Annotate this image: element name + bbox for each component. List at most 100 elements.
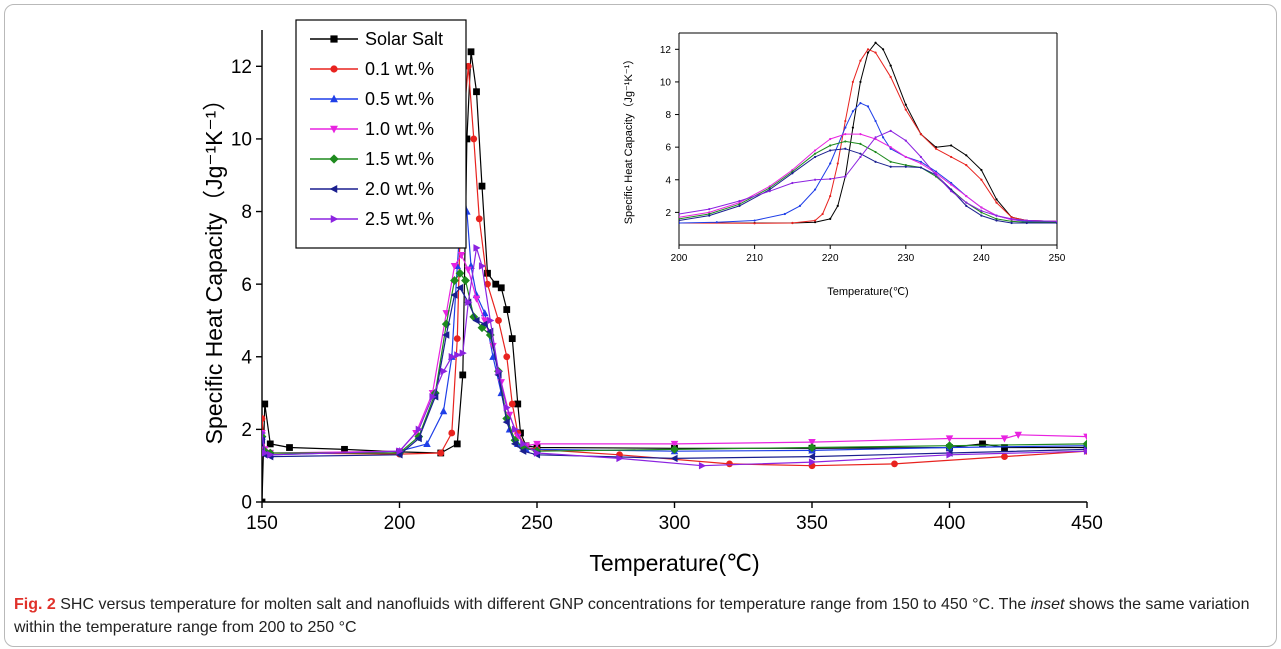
legend-label: 2.0 wt.%	[365, 179, 434, 199]
data-point	[679, 216, 681, 219]
data-point	[467, 48, 475, 56]
data-point	[503, 353, 511, 361]
data-point	[497, 284, 505, 292]
x-axis-title: Temperature(℃)	[827, 286, 908, 298]
data-point	[965, 163, 968, 167]
data-point	[738, 199, 741, 203]
data-point	[874, 41, 877, 44]
data-point	[267, 451, 275, 459]
data-point	[469, 312, 479, 322]
data-point	[1083, 447, 1087, 455]
data-point	[533, 440, 541, 448]
data-point	[904, 165, 907, 168]
data-point	[738, 203, 741, 206]
data-point	[807, 443, 817, 452]
data-point	[851, 80, 854, 84]
data-point	[889, 75, 892, 79]
data-point	[708, 212, 711, 216]
data-point	[791, 181, 794, 185]
data-point	[484, 280, 491, 288]
data-point	[980, 178, 983, 181]
data-point	[919, 155, 923, 159]
series-1-0-wt	[262, 252, 1087, 458]
legend-swatch-marker	[330, 35, 338, 43]
data-point	[874, 136, 877, 139]
series-line-2-5-wt	[679, 130, 1057, 222]
data-point	[859, 59, 862, 62]
data-point	[1025, 219, 1028, 222]
data-point	[453, 335, 461, 343]
data-point	[934, 173, 938, 176]
data-point	[514, 400, 522, 408]
series-line-2-0-wt	[262, 287, 1087, 459]
y-tick-label: 8	[665, 110, 671, 121]
data-point	[450, 276, 459, 285]
data-point	[753, 219, 756, 222]
series-1-5-wt	[679, 140, 1057, 224]
x-tick-label: 150	[246, 513, 278, 534]
data-point	[844, 126, 847, 129]
data-point	[448, 429, 456, 437]
data-point	[874, 160, 877, 163]
data-point	[472, 316, 480, 325]
data-point	[510, 440, 519, 448]
data-point	[470, 135, 478, 143]
legend-swatch-marker	[329, 185, 338, 193]
figure-label: Fig. 2	[14, 596, 56, 613]
data-point	[950, 181, 953, 185]
data-point	[533, 449, 542, 457]
data-point	[995, 219, 998, 222]
data-point	[995, 217, 998, 221]
data-point	[889, 160, 892, 163]
data-point	[450, 262, 459, 271]
data-point	[866, 48, 870, 51]
data-point	[919, 166, 923, 169]
data-point	[511, 425, 520, 434]
data-point	[341, 445, 348, 453]
legend-label: 0.1 wt.%	[365, 59, 434, 79]
y-tick-label: 12	[231, 57, 252, 78]
data-point	[484, 269, 491, 277]
y-axis-title: Specific Heat Capacity（Jg⁻¹K⁻¹）	[622, 54, 635, 225]
x-tick-label: 300	[659, 513, 691, 534]
data-point	[919, 162, 923, 165]
caption-text-end: shows the same variation within the temp…	[14, 596, 1250, 636]
legend-entry-1-5-wt: 1.5 wt.%	[310, 149, 434, 169]
data-point	[995, 214, 998, 217]
data-point	[670, 454, 678, 463]
legend-entry-2-0-wt: 2.0 wt.%	[310, 179, 434, 199]
data-point	[889, 64, 892, 67]
legend-label: 0.5 wt.%	[365, 89, 434, 109]
legend-label: 2.5 wt.%	[365, 209, 434, 229]
legend-entry-solar-salt: Solar Salt	[310, 29, 443, 49]
data-point	[266, 440, 274, 448]
data-point	[457, 252, 466, 260]
series-2-5-wt	[262, 244, 1087, 470]
series-line-1-0-wt	[262, 254, 1087, 454]
data-point	[753, 222, 756, 225]
y-tick-label: 2	[665, 208, 671, 219]
data-point	[829, 137, 832, 141]
series-solar-salt	[679, 41, 1057, 225]
data-point	[980, 168, 983, 172]
data-point	[950, 155, 953, 159]
data-point	[844, 140, 847, 143]
data-point	[464, 266, 472, 274]
data-point	[859, 152, 862, 155]
data-point	[874, 150, 877, 154]
y-tick-label: 0	[241, 493, 252, 514]
data-point	[1001, 444, 1008, 451]
data-point	[485, 330, 495, 340]
data-point	[836, 204, 839, 207]
data-point	[980, 206, 983, 209]
data-point	[1010, 221, 1013, 225]
data-point	[503, 403, 511, 412]
data-point	[1000, 435, 1009, 443]
data-point	[813, 155, 817, 159]
data-point	[829, 194, 832, 198]
data-point	[708, 214, 711, 217]
data-point	[478, 262, 487, 270]
data-point	[889, 146, 892, 149]
data-point	[821, 212, 824, 216]
data-point	[472, 295, 481, 303]
